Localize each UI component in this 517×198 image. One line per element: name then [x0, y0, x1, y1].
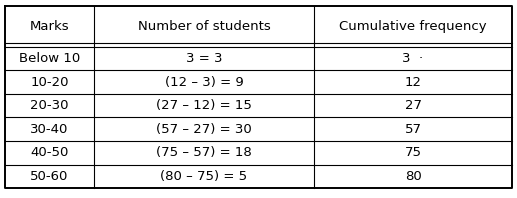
Text: 27: 27: [404, 99, 421, 112]
Text: Number of students: Number of students: [138, 20, 270, 33]
Text: (57 – 27) = 30: (57 – 27) = 30: [156, 123, 252, 136]
Text: 10-20: 10-20: [31, 76, 69, 89]
Text: Below 10: Below 10: [19, 52, 80, 65]
Text: 3 = 3: 3 = 3: [186, 52, 222, 65]
Text: 50-60: 50-60: [31, 170, 69, 183]
Text: Cumulative frequency: Cumulative frequency: [339, 20, 487, 33]
Text: Marks: Marks: [29, 20, 69, 33]
Text: 30-40: 30-40: [31, 123, 69, 136]
Text: 3  ·: 3 ·: [402, 52, 423, 65]
Text: 40-50: 40-50: [31, 146, 69, 159]
Text: (27 – 12) = 15: (27 – 12) = 15: [156, 99, 252, 112]
Text: 57: 57: [404, 123, 421, 136]
Text: (12 – 3) = 9: (12 – 3) = 9: [164, 76, 244, 89]
Text: (75 – 57) = 18: (75 – 57) = 18: [156, 146, 252, 159]
Text: 80: 80: [405, 170, 421, 183]
Text: 75: 75: [404, 146, 421, 159]
Text: 20-30: 20-30: [31, 99, 69, 112]
Text: 12: 12: [404, 76, 421, 89]
Text: (80 – 75) = 5: (80 – 75) = 5: [160, 170, 248, 183]
